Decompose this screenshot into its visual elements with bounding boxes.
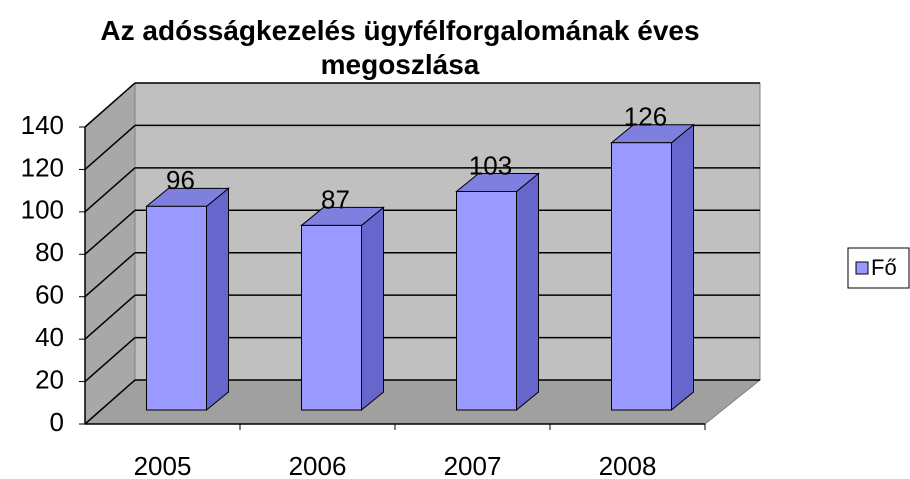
x-tick-label: 2006 <box>289 451 347 479</box>
grid-line <box>84 167 136 213</box>
x-tick-label: 2008 <box>599 451 657 479</box>
y-tick-label: 40 <box>35 322 64 352</box>
x-tick-label: 2005 <box>134 451 192 479</box>
grid-line <box>84 252 136 298</box>
bar-side <box>516 172 539 412</box>
y-tick-label: 100 <box>21 195 64 225</box>
side-wall <box>84 81 136 426</box>
bar-side <box>671 123 694 412</box>
grid-line <box>84 379 136 425</box>
grid-line <box>84 82 136 128</box>
grid-line <box>84 124 136 170</box>
x-tick-label: 2007 <box>444 451 502 479</box>
bar <box>146 205 207 411</box>
value-label: 87 <box>321 184 350 214</box>
bar <box>611 142 672 411</box>
legend-swatch <box>855 261 869 275</box>
grid-line <box>84 337 136 383</box>
bar-side <box>361 206 384 412</box>
value-label: 96 <box>166 165 195 195</box>
bar <box>301 224 362 411</box>
y-tick-label: 120 <box>21 152 64 182</box>
bar <box>456 190 517 411</box>
bar-side <box>206 187 229 412</box>
y-tick-label: 20 <box>35 364 64 394</box>
y-tick-label: 0 <box>50 407 64 437</box>
chart-title: Az adósságkezelés ügyfélforgalomának éve… <box>100 15 700 80</box>
grid-line <box>84 209 136 255</box>
y-tick-label: 140 <box>21 110 64 140</box>
y-tick-label: 60 <box>35 280 64 310</box>
value-label: 126 <box>624 102 667 132</box>
grid-line <box>84 294 136 340</box>
value-label: 103 <box>469 150 512 180</box>
legend-label: Fő <box>871 255 897 280</box>
y-tick-label: 80 <box>35 237 64 267</box>
